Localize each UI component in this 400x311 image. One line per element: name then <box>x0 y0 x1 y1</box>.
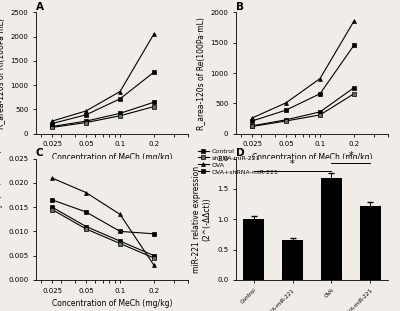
Line: OVA+shRNA-miR-221: OVA+shRNA-miR-221 <box>50 70 156 125</box>
Control <box>84 225 88 228</box>
Line: shRNA-miR-221: shRNA-miR-221 <box>50 104 156 129</box>
OVA+shRNA-miR-221 <box>84 113 88 117</box>
Line: Control: Control <box>250 86 356 128</box>
shRNA-miR-221 <box>118 114 122 118</box>
OVA <box>84 109 88 113</box>
Text: *: * <box>348 151 353 161</box>
Text: *: * <box>290 159 295 169</box>
OVA+shRNA-miR-221 <box>284 108 288 112</box>
Control <box>50 125 54 128</box>
shRNA-miR-221 <box>84 227 88 231</box>
Y-axis label: miR-221 relative expression
(2^(-ΔΔct)): miR-221 relative expression (2^(-ΔΔct)) <box>192 166 212 273</box>
OVA+shRNA-miR-221 <box>250 119 254 123</box>
OVA <box>352 19 356 23</box>
Control <box>50 205 54 209</box>
Line: OVA+shRNA-miR-221: OVA+shRNA-miR-221 <box>250 43 356 123</box>
Control <box>118 111 122 115</box>
Text: B: B <box>236 2 244 12</box>
Text: A: A <box>36 2 44 12</box>
OVA+shRNA-miR-221 <box>50 122 54 125</box>
OVA <box>318 77 322 81</box>
Y-axis label: R_area-120s of Ri(100Pa·mL): R_area-120s of Ri(100Pa·mL) <box>0 18 5 128</box>
OVA <box>50 119 54 123</box>
Line: shRNA-miR-221: shRNA-miR-221 <box>50 208 156 260</box>
OVA <box>284 101 288 105</box>
Bar <box>321 178 342 280</box>
OVA <box>152 32 156 36</box>
Control <box>318 110 322 114</box>
OVA <box>50 176 54 180</box>
Legend: Control, shRNA-miR-221, OVA, OVA+shRNA-miR-221: Control, shRNA-miR-221, OVA, OVA+shRNA-m… <box>197 148 279 175</box>
Control <box>250 124 254 128</box>
X-axis label: Concentration of MeCh (mg/kg): Concentration of MeCh (mg/kg) <box>52 153 172 162</box>
Line: OVA+shRNA-miR-221: OVA+shRNA-miR-221 <box>50 198 156 236</box>
shRNA-miR-221 <box>152 256 156 260</box>
Line: OVA: OVA <box>50 32 156 123</box>
Text: D: D <box>236 148 245 158</box>
OVA+shRNA-miR-221 <box>318 92 322 95</box>
X-axis label: Concentration of MeCh (mg/kg): Concentration of MeCh (mg/kg) <box>252 153 372 162</box>
Bar <box>282 240 303 280</box>
shRNA-miR-221 <box>50 208 54 211</box>
Control <box>84 119 88 123</box>
Control <box>284 118 288 122</box>
shRNA-miR-221 <box>284 119 288 123</box>
Line: OVA: OVA <box>50 176 156 267</box>
Line: shRNA-miR-221: shRNA-miR-221 <box>250 92 356 128</box>
OVA <box>250 116 254 120</box>
Line: OVA: OVA <box>250 19 356 120</box>
OVA+shRNA-miR-221 <box>50 198 54 202</box>
OVA <box>84 191 88 194</box>
OVA+shRNA-miR-221 <box>152 70 156 74</box>
Text: C: C <box>36 148 44 158</box>
Bar <box>243 219 264 280</box>
Line: Control: Control <box>50 205 156 258</box>
shRNA-miR-221 <box>50 126 54 129</box>
OVA+shRNA-miR-221 <box>352 43 356 47</box>
shRNA-miR-221 <box>352 92 356 95</box>
shRNA-miR-221 <box>152 105 156 109</box>
Y-axis label: R_area-120s of Re(100Pa·mL): R_area-120s of Re(100Pa·mL) <box>196 17 205 129</box>
Control <box>118 239 122 243</box>
shRNA-miR-221 <box>118 242 122 245</box>
shRNA-miR-221 <box>84 121 88 124</box>
shRNA-miR-221 <box>318 113 322 117</box>
Y-axis label: Minimum value of Cdyn(mL/1000Pa): Minimum value of Cdyn(mL/1000Pa) <box>0 150 2 289</box>
Control <box>152 254 156 258</box>
OVA <box>152 263 156 267</box>
X-axis label: Concentration of MeCh (mg/kg): Concentration of MeCh (mg/kg) <box>52 299 172 308</box>
shRNA-miR-221 <box>250 125 254 128</box>
OVA+shRNA-miR-221 <box>84 210 88 214</box>
Control <box>152 100 156 104</box>
OVA+shRNA-miR-221 <box>118 97 122 101</box>
OVA+shRNA-miR-221 <box>118 230 122 233</box>
OVA <box>118 212 122 216</box>
Line: Control: Control <box>50 100 156 128</box>
OVA <box>118 90 122 93</box>
OVA+shRNA-miR-221 <box>152 232 156 236</box>
Control <box>352 86 356 90</box>
Bar <box>360 206 381 280</box>
